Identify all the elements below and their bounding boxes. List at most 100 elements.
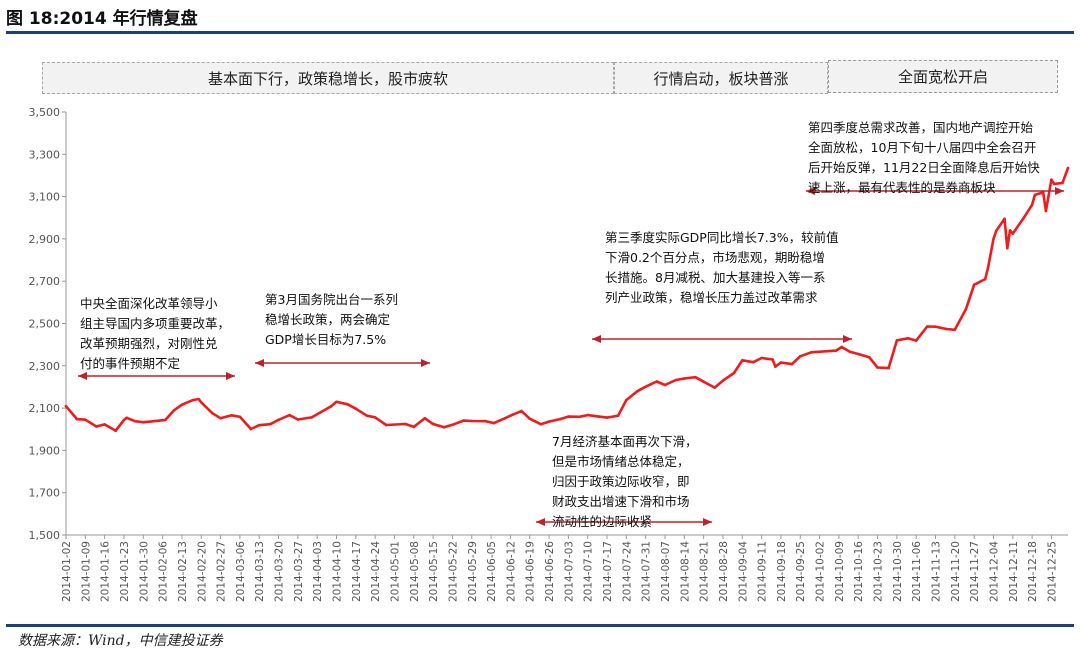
x-tick-label: 2014-05-01 — [389, 541, 401, 602]
x-tick-label: 2014-11-13 — [931, 541, 943, 602]
x-tick-label: 2014-10-02 — [815, 541, 827, 602]
x-tick-label: 2014-03-13 — [254, 541, 266, 602]
data-point — [528, 417, 531, 421]
data-point — [238, 415, 242, 419]
range-arrow-july-head-right — [703, 518, 712, 526]
x-tick-label: 2014-12-25 — [1046, 541, 1058, 602]
data-point — [180, 403, 184, 407]
x-tick-label: 2014-09-25 — [795, 541, 807, 602]
data-point — [876, 366, 879, 369]
data-point — [779, 361, 783, 364]
data-point — [442, 426, 446, 429]
data-point — [384, 423, 388, 427]
data-point — [616, 414, 620, 418]
y-tick-label: 2,900 — [29, 233, 61, 246]
data-point — [856, 352, 860, 356]
range-arrow-q4-head-right — [1055, 187, 1064, 195]
data-point — [605, 416, 609, 419]
x-tick-label: 2014-10-23 — [873, 541, 885, 602]
data-point — [373, 416, 377, 419]
data-point — [269, 422, 272, 426]
data-point — [663, 383, 667, 387]
phase-box-1: 基本面下行，政策稳增长，股市疲软 — [42, 62, 614, 94]
data-point — [771, 358, 774, 361]
x-tick-label: 2014-10-09 — [834, 541, 846, 602]
data-point — [431, 422, 435, 426]
data-point — [84, 418, 87, 422]
y-tick-label: 3,300 — [29, 148, 61, 161]
data-point — [694, 375, 697, 379]
x-tick-label: 2014-01-23 — [119, 541, 131, 602]
data-point — [277, 418, 280, 422]
data-point — [172, 409, 175, 412]
data-point — [732, 371, 736, 375]
y-tick-label: 1,900 — [29, 444, 61, 457]
x-tick-label: 2014-02-13 — [177, 541, 189, 602]
data-point — [451, 423, 454, 427]
range-arrow-march-head-right — [421, 359, 430, 367]
data-point — [249, 427, 253, 431]
data-point — [125, 416, 128, 420]
data-point — [986, 266, 990, 270]
x-tick-label: 2014-01-30 — [138, 541, 150, 602]
y-tick-label: 2,100 — [29, 402, 61, 415]
figure-title: 图 18:2014 年行情复盘 — [6, 9, 198, 29]
data-point — [75, 417, 79, 421]
x-tick-label: 2014-01-09 — [80, 541, 92, 602]
x-tick-label: 2014-08-14 — [679, 541, 691, 602]
data-point — [840, 345, 843, 349]
data-point — [636, 389, 639, 393]
data-point — [683, 377, 686, 380]
annotation-march-policy: 第3月国务院出台一系列 稳增长政策，两会确定 GDP增长目标为7.5% — [265, 292, 398, 347]
data-point — [983, 277, 987, 281]
data-point — [492, 421, 496, 425]
data-point — [567, 415, 570, 418]
data-point — [329, 405, 333, 408]
data-point — [288, 413, 291, 417]
data-point — [760, 356, 763, 360]
x-tick-label: 2014-12-11 — [1008, 541, 1020, 602]
range-arrow-q3-head-left — [592, 335, 601, 343]
data-point — [462, 419, 465, 422]
x-tick-label: 2014-11-20 — [950, 541, 962, 602]
x-tick-label: 2014-02-27 — [216, 541, 228, 602]
data-point — [211, 411, 214, 415]
data-point — [994, 229, 998, 233]
data-point — [887, 366, 890, 370]
x-tick-label: 2014-08-07 — [660, 541, 672, 602]
data-point — [798, 355, 802, 358]
data-point — [95, 425, 98, 428]
x-tick-label: 2014-06-19 — [525, 541, 537, 602]
range-arrow-reform-head-right — [226, 372, 235, 380]
bottom-rule — [6, 624, 1074, 627]
y-tick-label: 1,500 — [29, 529, 61, 542]
x-tick-label: 2014-06-12 — [505, 541, 517, 602]
data-point — [810, 351, 813, 354]
x-tick-label: 2014-04-24 — [370, 541, 382, 602]
phase-box-2: 行情启动，板块普涨 — [614, 62, 828, 94]
y-tick-label: 3,100 — [29, 191, 61, 204]
x-tick-label: 2014-12-04 — [988, 541, 1000, 602]
x-tick-label: 2014-05-08 — [409, 541, 421, 602]
data-point — [114, 429, 117, 433]
data-point — [972, 283, 976, 287]
data-point — [511, 413, 515, 416]
x-tick-label: 2014-09-11 — [757, 541, 769, 602]
x-tick-label: 2014-03-06 — [235, 541, 247, 602]
data-point — [197, 397, 200, 401]
data-point — [1052, 182, 1056, 186]
annotation-q4: 第四季度总需求改善，国内地产调控开始 全面放松，10月下旬十八届四中全会召开 后… — [808, 120, 1040, 195]
data-point — [1066, 166, 1070, 170]
x-tick-label: 2014-05-22 — [447, 541, 459, 602]
data-point — [578, 415, 581, 419]
data-point — [335, 400, 338, 404]
x-tick-label: 2014-07-03 — [563, 541, 575, 602]
data-point — [597, 415, 600, 418]
range-arrow-july-head-left — [536, 518, 545, 526]
data-point — [953, 328, 957, 332]
data-point — [1030, 203, 1034, 207]
data-point — [992, 237, 995, 241]
data-point — [191, 398, 195, 402]
range-arrow-march-head-left — [255, 359, 264, 367]
data-point — [1006, 246, 1009, 250]
